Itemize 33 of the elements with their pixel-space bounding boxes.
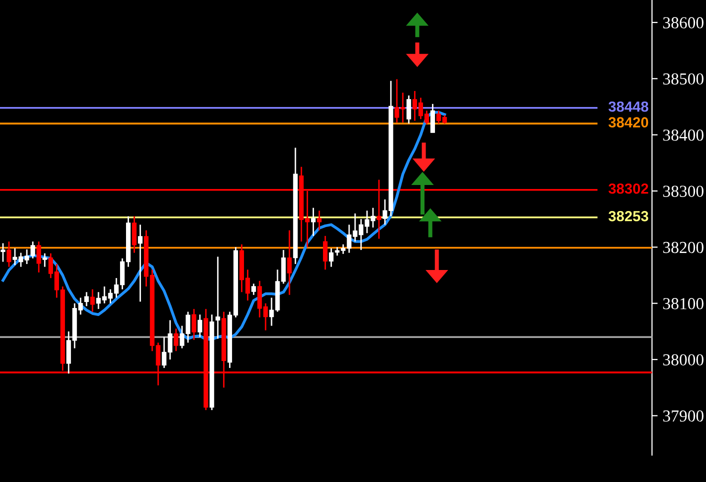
y-tick-label: 38200	[663, 242, 704, 254]
candlestick	[406, 94, 412, 124]
candlestick	[287, 230, 292, 296]
candlestick	[311, 207, 316, 237]
candlestick	[90, 288, 95, 312]
ref-line-label: 38420	[608, 117, 648, 128]
candlestick	[216, 256, 220, 340]
candlestick	[6, 240, 12, 268]
candlestick	[174, 328, 178, 352]
y-tick-label: 38100	[663, 298, 704, 310]
candlestick	[328, 248, 334, 268]
candlestick	[251, 282, 256, 296]
candlestick	[316, 210, 322, 232]
y-tick-label: 38500	[663, 73, 704, 85]
y-tick-label: 38300	[663, 186, 704, 197]
candlestick	[42, 252, 48, 268]
y-tick-label: 38000	[663, 354, 704, 366]
candlestick	[192, 308, 196, 341]
y-tick-label: 37900	[663, 410, 704, 422]
candlestick	[132, 216, 137, 254]
candlestick	[30, 240, 36, 260]
ref-line-label: 38448	[608, 101, 648, 112]
candlestick	[0, 242, 6, 262]
candlestick	[138, 224, 143, 302]
y-tick-label: 38600	[663, 17, 704, 28]
ref-line-label: 38253	[608, 210, 648, 222]
candlestick	[36, 240, 42, 274]
candlestick	[84, 291, 89, 307]
ref-line-label: 38302	[608, 183, 648, 194]
candlestick	[430, 103, 435, 134]
candlestick	[198, 314, 202, 338]
y-tick-label: 38400	[663, 130, 704, 141]
candlestick	[322, 235, 328, 270]
